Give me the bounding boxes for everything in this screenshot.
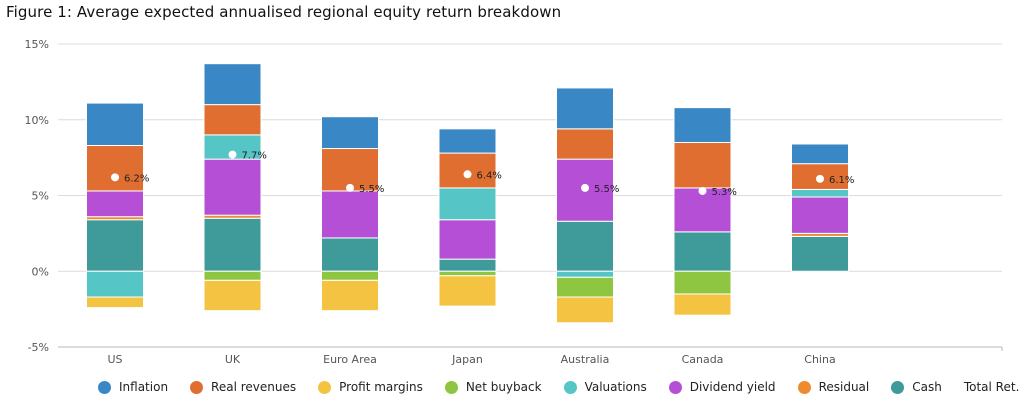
bar-segment-profit-margins xyxy=(673,293,732,316)
x-tick-label: US xyxy=(107,353,122,366)
bar-segment-dividend-yield xyxy=(673,187,732,233)
total-return-label: 6.1% xyxy=(829,175,854,186)
legend-item-profit-margins[interactable]: Profit margins xyxy=(318,380,423,394)
total-return-label: 6.2% xyxy=(124,173,149,184)
legend-item-residual[interactable]: Residual xyxy=(797,380,870,394)
legend-item-dividend-yield[interactable]: Dividend yield xyxy=(668,380,776,394)
legend-label: Net buyback xyxy=(465,380,542,394)
y-tick-label: 10% xyxy=(25,114,49,127)
x-tick-label: Japan xyxy=(451,353,483,366)
bar-segment-dividend-yield xyxy=(791,196,849,234)
legend-item-cash[interactable]: Cash xyxy=(891,380,942,394)
bar-segment-cash xyxy=(86,219,144,272)
bar-segment-cash xyxy=(556,220,614,272)
legend-item-total-ret[interactable]: Total Ret. xyxy=(964,380,1020,394)
chart-title: Figure 1: Average expected annualised re… xyxy=(6,3,562,21)
bar-segment-net-buyback xyxy=(321,270,379,281)
y-tick-label: 0% xyxy=(32,265,49,278)
legend-marker-icon xyxy=(98,380,111,394)
legend-marker-icon xyxy=(444,380,458,394)
legend-label: Inflation xyxy=(119,380,169,394)
bar-segment-dividend-yield xyxy=(86,190,144,218)
bar-segment-cash xyxy=(791,235,849,272)
legend-label: Residual xyxy=(818,380,870,394)
legend-marker-icon xyxy=(668,380,682,394)
bar-segment-real-revenues xyxy=(86,145,144,192)
y-tick-label: -5% xyxy=(28,341,49,354)
legend-marker-icon xyxy=(797,380,811,394)
legend-marker-icon xyxy=(563,380,577,394)
x-tick-label: UK xyxy=(225,353,241,366)
legend-label: Total Ret. xyxy=(963,380,1020,394)
bar-segment-real-revenues xyxy=(673,141,732,189)
bar-segment-inflation xyxy=(791,143,849,165)
bar-segment-valuations xyxy=(556,270,614,278)
legend-label: Cash xyxy=(912,380,942,394)
bar-segment-profit-margins xyxy=(86,296,144,309)
x-tick-label: China xyxy=(804,353,835,366)
bar-segment-profit-margins xyxy=(556,296,614,324)
total-return-point xyxy=(463,170,472,179)
total-return-point xyxy=(111,173,119,182)
bar-segment-inflation xyxy=(673,107,732,143)
bar-segment-net-buyback xyxy=(438,270,497,277)
bar-segment-dividend-yield xyxy=(438,219,497,260)
legend-item-valuations[interactable]: Valuations xyxy=(563,380,647,394)
bar-segment-valuations xyxy=(791,188,849,198)
legend-label: Dividend yield xyxy=(689,380,776,394)
bar-segment-real-revenues xyxy=(556,128,614,160)
bar-segment-net-buyback xyxy=(673,270,732,295)
total-return-label: 7.7% xyxy=(242,151,267,162)
legend-marker-icon xyxy=(891,380,905,394)
legend-marker-icon xyxy=(318,380,332,394)
total-return-label: 5.3% xyxy=(712,187,737,198)
legend-label: Real revenues xyxy=(211,380,297,394)
legend-label: Valuations xyxy=(584,380,647,394)
total-return-point xyxy=(346,183,354,192)
x-tick-label: Euro Area xyxy=(323,353,377,366)
bar-segment-real-revenues xyxy=(203,104,262,136)
y-tick-label: 5% xyxy=(32,190,49,203)
x-tick-label: Australia xyxy=(561,353,610,366)
total-return-point xyxy=(698,186,707,195)
total-return-point xyxy=(228,150,237,159)
bar-segment-inflation xyxy=(321,116,379,150)
bar-segment-profit-margins xyxy=(321,279,379,312)
bar-segment-dividend-yield xyxy=(321,190,379,239)
legend-marker-icon xyxy=(190,380,204,394)
legend: Inflation Real revenues Profit margins N… xyxy=(98,380,1024,394)
bar-segment-net-buyback xyxy=(556,276,614,298)
legend-item-real-revenues[interactable]: Real revenues xyxy=(190,380,296,394)
total-return-label: 5.5% xyxy=(594,184,619,195)
legend-item-inflation[interactable]: Inflation xyxy=(98,380,168,394)
bar-segment-inflation xyxy=(556,87,614,130)
bar-segment-dividend-yield xyxy=(203,158,262,216)
bar-segment-inflation xyxy=(203,63,262,106)
total-return-label: 5.5% xyxy=(359,184,384,195)
legend-item-net-buyback[interactable]: Net buyback xyxy=(444,380,542,394)
bar-segment-net-buyback xyxy=(203,270,262,281)
total-return-point xyxy=(816,174,824,183)
bar-segment-valuations xyxy=(438,187,497,221)
stacked-bar-chart: -5% 0% 5% 10% 15% US UK Euro Area Japan Australia… xyxy=(25,38,1003,366)
bar-segment-cash xyxy=(321,237,379,272)
bar-segment-valuations xyxy=(86,270,144,298)
bar-segment-inflation xyxy=(438,128,497,154)
total-return-point xyxy=(581,183,589,192)
x-tick-label: Canada xyxy=(682,353,724,366)
bar-segment-profit-margins xyxy=(438,275,497,307)
bar-segment-profit-margins xyxy=(203,279,262,312)
bar-segment-cash xyxy=(203,217,262,272)
legend-label: Profit margins xyxy=(339,380,423,394)
bar-segment-cash xyxy=(673,231,732,272)
y-tick-label: 15% xyxy=(25,38,49,51)
bar-segment-inflation xyxy=(86,102,144,147)
bar-segment-cash xyxy=(438,258,497,272)
total-return-label: 6.4% xyxy=(477,170,502,181)
